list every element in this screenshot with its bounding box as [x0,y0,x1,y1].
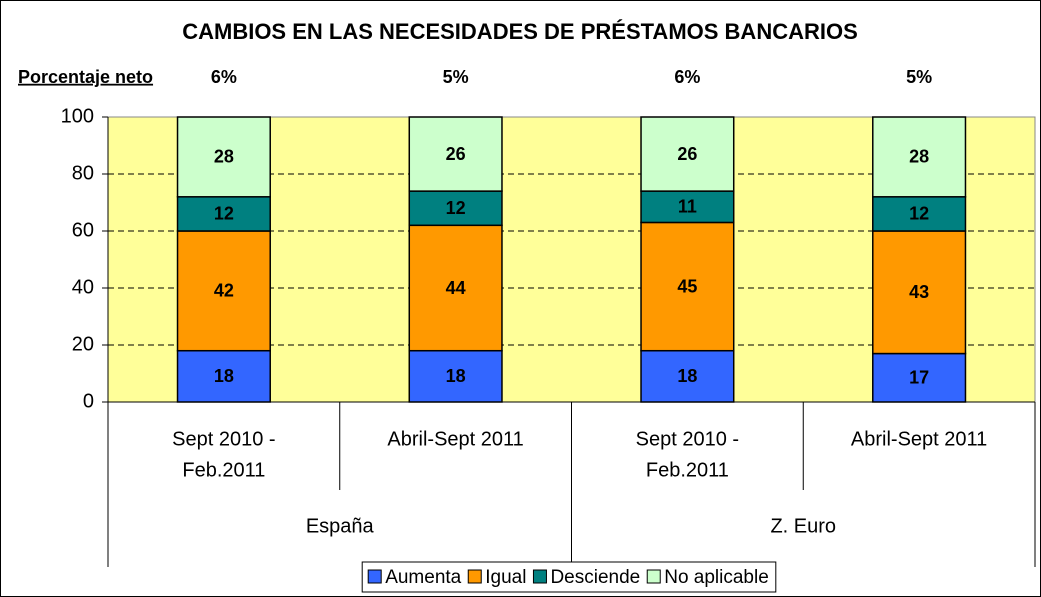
bar-segment [872,116,967,198]
chart-title: CAMBIOS EN LAS NECESIDADES DE PRÉSTAMOS … [182,19,858,44]
data-label: 12 [446,198,466,218]
x-tick-label: Sept 2010 - [172,428,275,450]
data-label: 42 [214,281,234,301]
y-tick-label: 100 [61,105,94,127]
data-label: 18 [214,366,234,386]
bar-segment [640,190,735,224]
bar-segment [640,116,735,192]
legend-swatch [646,569,661,584]
bar-segment [408,116,503,192]
data-label: 45 [677,276,697,296]
legend-box [361,561,777,593]
y-tick-label: 80 [72,162,94,184]
net-label: Porcentaje neto [18,67,153,87]
x-tick-label: Feb.2011 [646,459,729,481]
group-label: España [306,515,375,537]
bar-segment [640,221,735,352]
net-value: 6% [211,67,237,87]
bar-segment [872,196,967,232]
data-label: 12 [909,204,929,224]
y-tick-label: 40 [72,276,94,298]
y-tick-label: 60 [72,219,94,241]
legend-swatch [467,569,482,584]
data-label: 43 [909,282,929,302]
data-label: 28 [214,147,234,167]
y-tick-label: 0 [83,390,94,412]
y-tick-label: 20 [72,333,94,355]
bar-segment [176,230,271,352]
legend-label: Desciende [550,567,640,588]
legend-label: Igual [485,567,526,588]
x-tick-label: Feb.2011 [182,459,265,481]
bar-segment [408,190,503,227]
legend-label: No aplicable [664,567,769,588]
net-value: 5% [906,67,932,87]
bar-segment [176,349,271,403]
bar-segment [176,116,271,198]
legend-swatch [532,569,547,584]
bar-segment [872,230,967,355]
data-label: 28 [909,147,929,167]
legend-swatch [367,569,382,584]
data-label: 12 [214,204,234,224]
legend: Aumenta Igual Desciende No aplicable [361,561,777,593]
bar-segment [176,196,271,232]
data-label: 26 [446,144,466,164]
net-value: 6% [674,67,700,87]
data-label: 26 [677,144,697,164]
net-value: 5% [443,67,469,87]
data-label: 17 [909,368,929,388]
data-label: 18 [677,366,697,386]
data-label: 18 [446,366,466,386]
bar-segment [872,352,967,403]
bar-segment [408,224,503,352]
x-tick-label: Abril-Sept 2011 [851,428,987,450]
x-tick-label: Sept 2010 - [636,428,739,450]
legend-label: Aumenta [385,567,461,588]
data-label: 11 [678,197,697,217]
data-label: 44 [446,278,466,298]
x-tick-label: Abril-Sept 2011 [387,428,523,450]
group-label: Z. Euro [770,515,836,537]
